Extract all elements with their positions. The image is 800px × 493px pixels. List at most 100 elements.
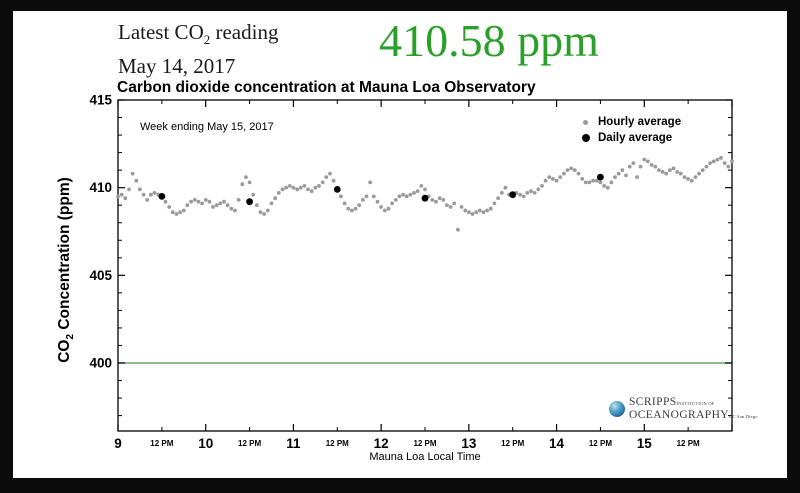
hourly-point — [620, 168, 625, 173]
scripps-oceanography: OCEANOGRAPHY — [629, 409, 730, 421]
x-tick-label: 9 — [114, 436, 122, 451]
hourly-point — [711, 159, 716, 164]
hourly-point — [244, 175, 248, 180]
latest-co2-value: 410.58 ppm — [379, 15, 599, 66]
hourly-point — [613, 175, 617, 180]
hourly-point — [726, 164, 731, 169]
hourly-point — [638, 164, 643, 169]
y-axis-title: CO2 Concentration (ppm) — [56, 177, 76, 363]
hourly-point — [675, 170, 680, 174]
daily-point — [509, 191, 517, 199]
hourly-point — [149, 192, 153, 197]
hourly-point — [328, 171, 332, 176]
hourly-point — [357, 203, 362, 208]
hourly-point — [631, 161, 636, 166]
hourly-point — [624, 173, 628, 178]
hourly-point — [116, 194, 120, 199]
hourly-point — [580, 177, 585, 181]
hourly-point — [540, 184, 544, 188]
hourly-point — [437, 196, 442, 201]
hourly-point — [627, 164, 632, 169]
hourly-point — [558, 175, 563, 180]
hourly-point — [660, 170, 665, 174]
hourly-point — [719, 156, 723, 160]
hourly-point — [375, 199, 380, 204]
x-tick-label: 12 — [374, 436, 389, 451]
scripps-institution-of: INSTITUTION OF — [676, 401, 715, 406]
hourly-point — [207, 199, 212, 204]
hourly-point — [339, 194, 343, 199]
y-tick-label: 405 — [89, 268, 112, 283]
hourly-point — [298, 185, 303, 190]
hourly-point — [503, 185, 508, 190]
hourly-point — [671, 166, 676, 171]
y-tick-label: 410 — [89, 180, 112, 195]
hourly-point — [313, 185, 318, 190]
hourly-point — [346, 206, 351, 211]
hourly-point — [492, 201, 497, 206]
scripps-logo-text: SCRIPPSINSTITUTION OF OCEANOGRAPHYUC San… — [629, 396, 758, 422]
hourly-point — [445, 203, 449, 208]
hourly-point — [722, 161, 727, 166]
hourly-point — [408, 192, 413, 197]
y-tick-label: 400 — [89, 356, 112, 371]
hourly-point — [127, 187, 131, 192]
daily-point — [246, 198, 254, 206]
legend-label-daily: Daily average — [598, 132, 673, 144]
hourly-point — [269, 201, 274, 206]
hourly-point — [642, 157, 647, 162]
hourly-point — [521, 194, 526, 199]
hourly-point — [145, 198, 150, 202]
hourly-point — [591, 178, 595, 183]
hourly-point — [342, 201, 347, 206]
noon-label: 12 PM — [326, 439, 349, 448]
daily-point — [333, 186, 341, 193]
hourly-point — [386, 206, 391, 211]
hourly-point — [649, 163, 654, 167]
legend-item-hourly: Hourly average — [579, 114, 681, 130]
hourly-point — [225, 203, 230, 208]
hourly-point — [693, 175, 698, 180]
latest-reading-date: May 14, 2017 — [118, 54, 236, 79]
hourly-point — [295, 187, 299, 192]
hourly-point — [704, 164, 709, 169]
hourly-point — [371, 194, 376, 199]
scripps-globe-icon — [609, 401, 625, 417]
hourly-point — [211, 205, 215, 209]
y-axis-title-text2: Concentration (ppm) — [55, 177, 73, 334]
hourly-point — [200, 201, 205, 206]
hourly-point — [251, 192, 256, 197]
hourly-point — [518, 192, 522, 197]
hourly-point — [569, 166, 574, 171]
latest-reading-label: Latest CO2 reading May 14, 2017 — [118, 19, 278, 80]
hourly-point — [616, 171, 621, 176]
hourly-point — [605, 185, 610, 190]
hourly-point — [543, 178, 548, 183]
hourly-point — [653, 164, 658, 169]
hourly-point — [306, 187, 310, 192]
hourly-point — [587, 180, 592, 185]
chart-title: Carbon dioxide concentration at Mauna Lo… — [117, 79, 536, 96]
hourly-point — [635, 175, 639, 180]
hourly-point — [353, 206, 358, 211]
scripps-logo-line2: OCEANOGRAPHYUC San Diego — [629, 405, 758, 422]
y-tick-label: 415 — [89, 93, 112, 108]
hourly-point — [170, 210, 175, 215]
hourly-average-marker-icon — [583, 119, 588, 125]
hourly-point — [441, 198, 446, 202]
scripps-uc-san-diego: UC San Diego — [729, 414, 758, 419]
hourly-point — [485, 208, 489, 213]
latest-reading-text2: reading — [210, 20, 279, 44]
hourly-point — [236, 198, 241, 202]
hourly-point — [368, 180, 373, 185]
hourly-point — [350, 208, 354, 213]
hourly-point — [167, 205, 172, 209]
hourly-point — [309, 189, 314, 194]
hourly-point — [529, 189, 533, 194]
hourly-point — [382, 208, 387, 213]
hourly-point — [181, 208, 186, 213]
hourly-point — [697, 171, 701, 176]
latest-reading-text: Latest CO — [118, 20, 204, 44]
hourly-point — [434, 199, 438, 204]
